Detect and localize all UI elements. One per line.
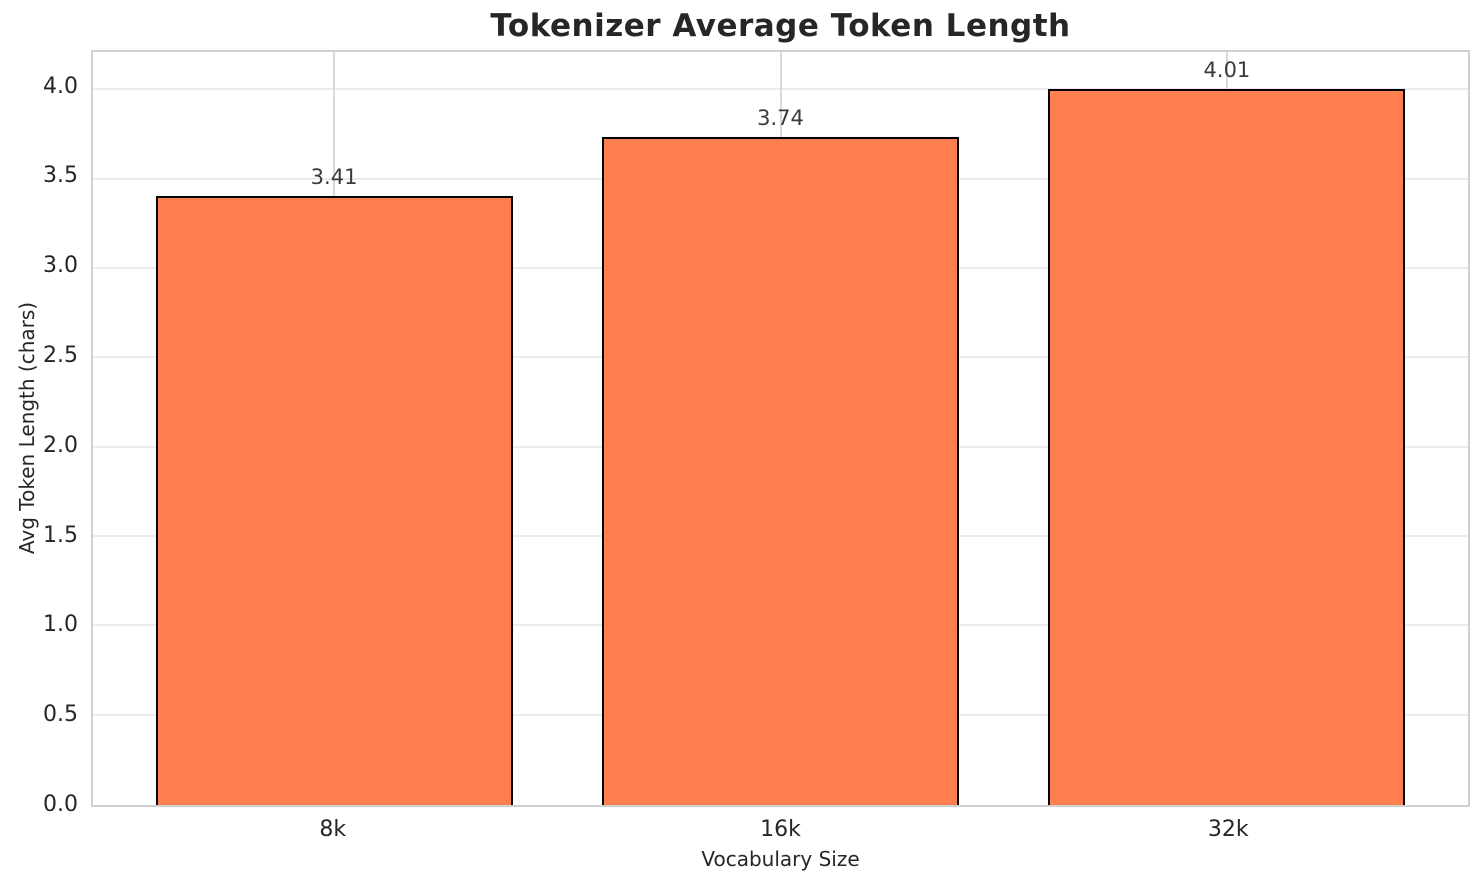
bar-32k — [1048, 88, 1406, 805]
y-tick-label: 1.0 — [43, 612, 78, 638]
bar-value-label: 4.01 — [1203, 57, 1251, 82]
x-tick-label-8k: 8k — [319, 817, 347, 842]
x-axis-label: Vocabulary Size — [701, 847, 860, 871]
chart-title: Tokenizer Average Token Length — [490, 8, 1071, 44]
y-tick-label: 0.5 — [43, 702, 78, 728]
y-tick-label: 1.5 — [43, 522, 78, 548]
y-tick-label: 2.5 — [43, 343, 78, 368]
bar-8k — [155, 195, 513, 805]
x-tick-label-16k: 16k — [760, 817, 801, 842]
y-tick-label: 0.0 — [43, 792, 78, 817]
bar-16k — [601, 136, 960, 805]
x-tick-label-32k: 32k — [1207, 817, 1249, 842]
y-axis-label: Avg Token Length (chars) — [15, 301, 39, 555]
y-tick-label: 3.5 — [43, 163, 78, 189]
bar-value-label: 3.41 — [310, 164, 358, 189]
y-tick-label: 3.0 — [43, 253, 78, 279]
y-tick-label: 4.0 — [43, 73, 78, 99]
bar-value-label: 3.74 — [757, 105, 804, 130]
plot-area: 3.41 3.74 4.01 — [91, 50, 1470, 807]
y-tick-label: 2.0 — [43, 432, 78, 458]
